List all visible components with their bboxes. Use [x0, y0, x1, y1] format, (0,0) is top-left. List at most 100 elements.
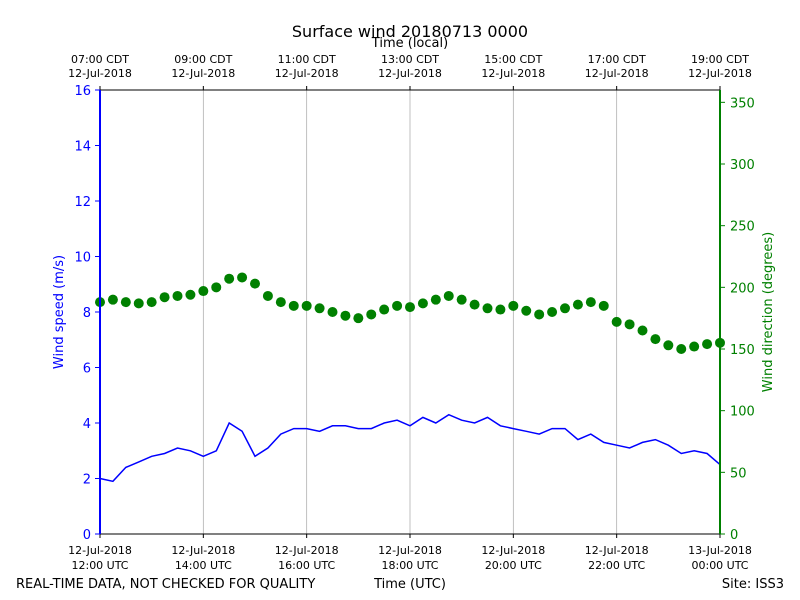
wind-direction-point — [237, 272, 248, 283]
wind-direction-point — [572, 299, 583, 310]
wind-direction-point — [482, 303, 493, 314]
right-y-tick-label: 250 — [730, 220, 755, 235]
wind-direction-point — [366, 309, 377, 320]
wind-direction-point — [211, 282, 222, 293]
wind-direction-point — [301, 300, 312, 311]
right-y-tick-label: 100 — [730, 405, 755, 420]
wind-direction-point — [521, 305, 532, 316]
x-tick-label-date: 12-Jul-2018 — [68, 544, 132, 557]
left-axis-label: Wind speed (m/s) — [52, 255, 67, 369]
wind-direction-point — [185, 289, 196, 300]
left-y-tick-label: 6 — [83, 362, 91, 377]
wind-direction-point — [469, 299, 480, 310]
wind-direction-point — [637, 325, 648, 336]
wind-direction-point — [146, 297, 157, 308]
top-tick-label-date: 12-Jul-2018 — [275, 67, 339, 80]
top-tick-label-date: 12-Jul-2018 — [688, 67, 752, 80]
wind-direction-point — [353, 313, 364, 324]
x-tick-label-time: 22:00 UTC — [588, 559, 645, 572]
top-tick-label-date: 12-Jul-2018 — [68, 67, 132, 80]
wind-direction-point — [224, 273, 235, 284]
wind-direction-point — [702, 339, 713, 350]
wind-direction-point — [676, 344, 687, 354]
x-tick-label-time: 00:00 UTC — [691, 559, 748, 572]
left-y-tick-label: 4 — [83, 417, 91, 432]
wind-direction-point — [327, 307, 338, 317]
top-tick-label-time: 07:00 CDT — [71, 53, 129, 66]
x-tick-label-date: 12-Jul-2018 — [378, 544, 442, 557]
x-tick-label-date: 12-Jul-2018 — [481, 544, 545, 557]
wind-direction-point — [547, 307, 558, 317]
right-y-tick-label: 150 — [730, 343, 755, 358]
wind-direction-point — [392, 300, 403, 311]
x-tick-label-time: 14:00 UTC — [175, 559, 232, 572]
wind-direction-point — [560, 303, 570, 314]
wind-direction-point — [159, 292, 170, 303]
footer-quality-note: REAL-TIME DATA, NOT CHECKED FOR QUALITY — [16, 577, 315, 592]
wind-direction-point — [650, 334, 661, 345]
wind-direction-point — [598, 300, 609, 311]
wind-direction-point — [314, 303, 325, 314]
top-tick-label-date: 12-Jul-2018 — [171, 67, 235, 80]
x-tick-label-time: 12:00 UTC — [71, 559, 128, 572]
top-tick-label-time: 17:00 CDT — [588, 53, 646, 66]
top-axis-label: Time (local) — [371, 36, 448, 51]
right-y-tick-label: 350 — [730, 96, 755, 111]
wind-direction-point — [624, 319, 635, 330]
wind-direction-point — [689, 341, 700, 352]
left-y-tick-label: 10 — [74, 251, 91, 266]
wind-direction-point — [405, 302, 415, 313]
left-y-tick-label: 12 — [74, 195, 91, 210]
top-tick-label-date: 12-Jul-2018 — [378, 67, 442, 80]
wind-direction-point — [198, 286, 209, 297]
wind-direction-point — [663, 340, 674, 351]
top-tick-label-time: 15:00 CDT — [484, 53, 542, 66]
wind-direction-point — [443, 290, 454, 301]
wind-direction-point — [172, 290, 183, 301]
left-y-tick-label: 8 — [83, 306, 91, 321]
x-axis-label: Time (UTC) — [373, 577, 446, 592]
left-y-tick-label: 0 — [83, 528, 91, 543]
wind-direction-point — [585, 297, 596, 308]
left-y-tick-label: 2 — [83, 473, 91, 488]
x-tick-label-time: 20:00 UTC — [485, 559, 542, 572]
wind-direction-point — [508, 300, 519, 311]
wind-direction-point — [456, 294, 467, 305]
wind-direction-point — [495, 304, 506, 315]
chart-title: Surface wind 20180713 0000 — [292, 22, 528, 41]
x-tick-label-date: 13-Jul-2018 — [688, 544, 752, 557]
x-tick-label-time: 16:00 UTC — [278, 559, 335, 572]
x-tick-label-time: 18:00 UTC — [381, 559, 438, 572]
wind-direction-point — [107, 294, 118, 305]
top-tick-label-date: 12-Jul-2018 — [585, 67, 649, 80]
wind-direction-point — [120, 297, 131, 308]
top-tick-label-time: 09:00 CDT — [174, 53, 232, 66]
plot-series — [95, 272, 725, 483]
wind-direction-point — [133, 298, 144, 309]
wind-direction-point — [288, 300, 299, 311]
left-y-tick-label: 14 — [74, 140, 91, 155]
right-y-tick-label: 200 — [730, 281, 755, 296]
wind-speed-line — [99, 413, 721, 483]
wind-direction-point — [340, 310, 351, 321]
wind-direction-point — [379, 304, 390, 315]
top-tick-label-time: 19:00 CDT — [691, 53, 749, 66]
x-tick-label-date: 12-Jul-2018 — [171, 544, 235, 557]
footer-site: Site: ISS3 — [722, 577, 784, 592]
wind-direction-point — [262, 290, 273, 301]
gridlines — [202, 90, 618, 534]
right-y-tick-label: 0 — [730, 528, 738, 543]
wind-direction-point — [250, 278, 260, 289]
top-tick-label-date: 12-Jul-2018 — [481, 67, 545, 80]
left-y-tick-label: 16 — [74, 84, 91, 99]
right-axis-label: Wind direction (degrees) — [761, 232, 776, 392]
right-y-tick-label: 300 — [730, 158, 755, 173]
wind-direction-point — [417, 298, 428, 309]
top-tick-label-time: 11:00 CDT — [278, 53, 336, 66]
wind-direction-point — [430, 294, 441, 305]
right-y-tick-label: 50 — [730, 466, 747, 481]
x-tick-label-date: 12-Jul-2018 — [585, 544, 649, 557]
top-tick-label-time: 13:00 CDT — [381, 53, 439, 66]
